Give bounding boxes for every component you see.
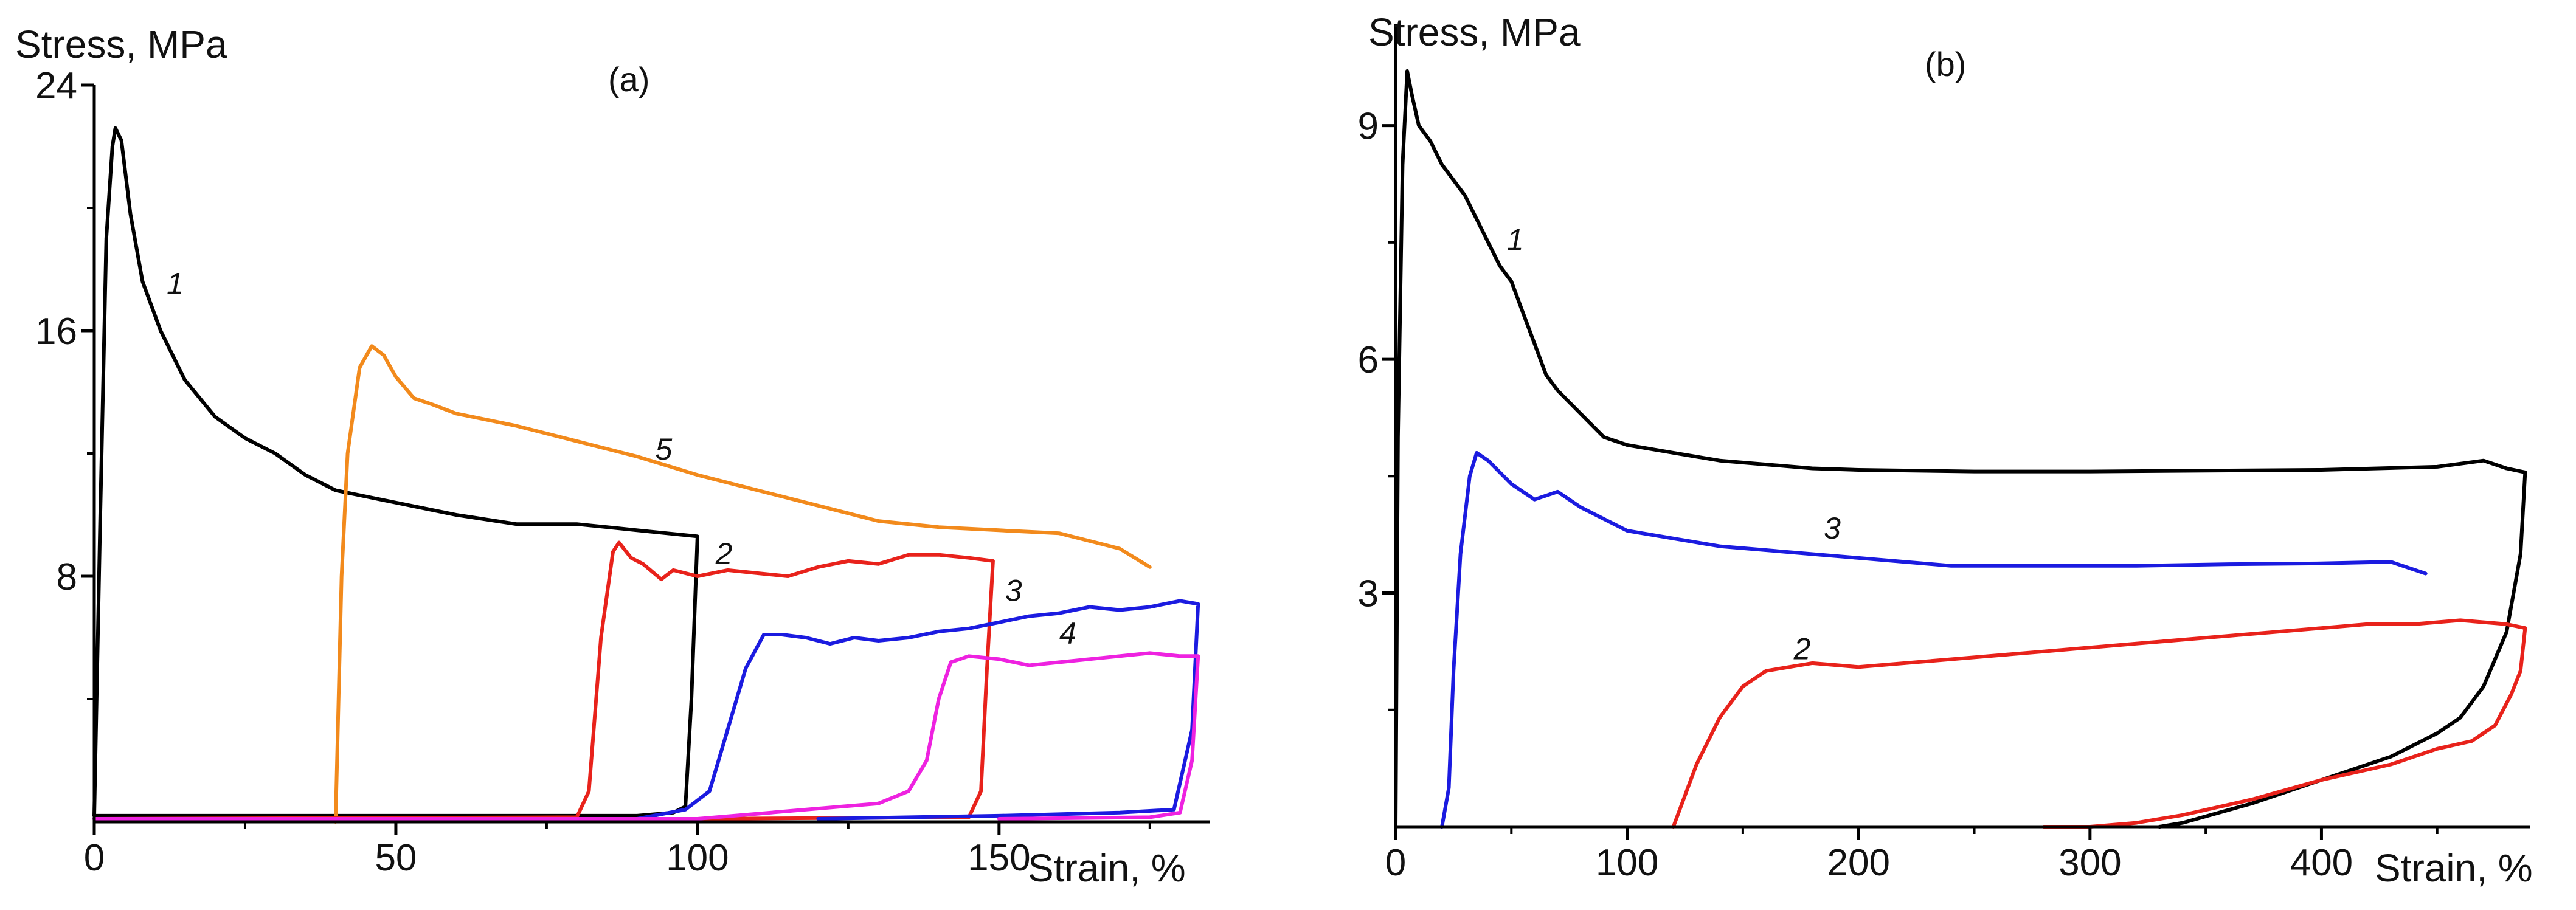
panel-b-x-axis-label: Strain, % xyxy=(2375,846,2533,890)
panel-b-x-tick-label: 300 xyxy=(2058,842,2121,884)
panel-b-y-tick-label: 6 xyxy=(1358,339,1379,381)
panel-b-curve-label-2: 2 xyxy=(1793,632,1811,666)
panel-b-y-tick-label: 3 xyxy=(1358,573,1379,615)
panel-b-x-tick-label: 100 xyxy=(1596,842,1658,884)
panel-a-series-3-line xyxy=(92,599,1200,821)
panel-a-y-tick-label: 16 xyxy=(35,311,77,353)
panel-a-x-tick-label: 150 xyxy=(968,837,1030,879)
panel-a-curve-label-4: 4 xyxy=(1059,616,1076,650)
panel-a-curve-label-1: 1 xyxy=(167,266,184,300)
panel-b-series-1-line xyxy=(1394,69,2527,829)
panel-a-y-axis-label: Stress, MPa xyxy=(15,22,227,66)
panel-b-x-tick-label: 200 xyxy=(1827,842,1889,884)
panel-b-series-2-line xyxy=(1671,618,2527,829)
panel-a-series-layer xyxy=(92,126,1200,824)
panel-b: 0 100 200 300 400 3 6 9 Stress, MPa Strain, % (… xyxy=(1358,10,2533,890)
panel-a-x-tick-label: 50 xyxy=(375,837,417,879)
panel-b-curve-label-3: 3 xyxy=(1824,511,1841,545)
panel-a-curve-label-5: 5 xyxy=(655,432,672,466)
panel-b-label: (b) xyxy=(1925,45,1966,83)
panel-a-y-tick-label: 8 xyxy=(57,556,77,598)
panel-b-series-layer xyxy=(1394,69,2527,829)
panel-a-series-1-line xyxy=(92,126,699,818)
panel-b-y-axis-label: Stress, MPa xyxy=(1368,10,1581,54)
panel-a-curve-labels: 1 5 2 3 4 xyxy=(167,266,1076,650)
panel-a-y-tick-label: 24 xyxy=(35,65,77,107)
panel-b-ticks: 0 100 200 300 400 3 6 9 xyxy=(1358,106,2439,884)
panel-b-curve-label-1: 1 xyxy=(1507,223,1524,257)
panel-a-series-5-line xyxy=(333,344,1152,824)
panel-a-curve-label-2: 2 xyxy=(715,537,733,571)
panel-b-x-tick-label: 0 xyxy=(1385,842,1406,884)
panel-b-curve-labels: 1 3 2 xyxy=(1507,223,1841,666)
panel-a-x-axis-label: Strain, % xyxy=(1028,846,1186,890)
panel-b-series-3-line xyxy=(1440,450,2428,829)
panel-a-x-tick-label: 100 xyxy=(666,837,729,879)
panel-a-curve-label-3: 3 xyxy=(1005,573,1022,607)
panel-b-x-tick-label: 400 xyxy=(2290,842,2353,884)
panel-b-y-tick-label: 9 xyxy=(1358,106,1379,148)
panel-a-x-tick-label: 0 xyxy=(84,837,105,879)
panel-a-series-2-line xyxy=(92,540,995,821)
panel-a-series-4-line xyxy=(92,651,1200,821)
panel-a-label: (a) xyxy=(608,60,649,98)
